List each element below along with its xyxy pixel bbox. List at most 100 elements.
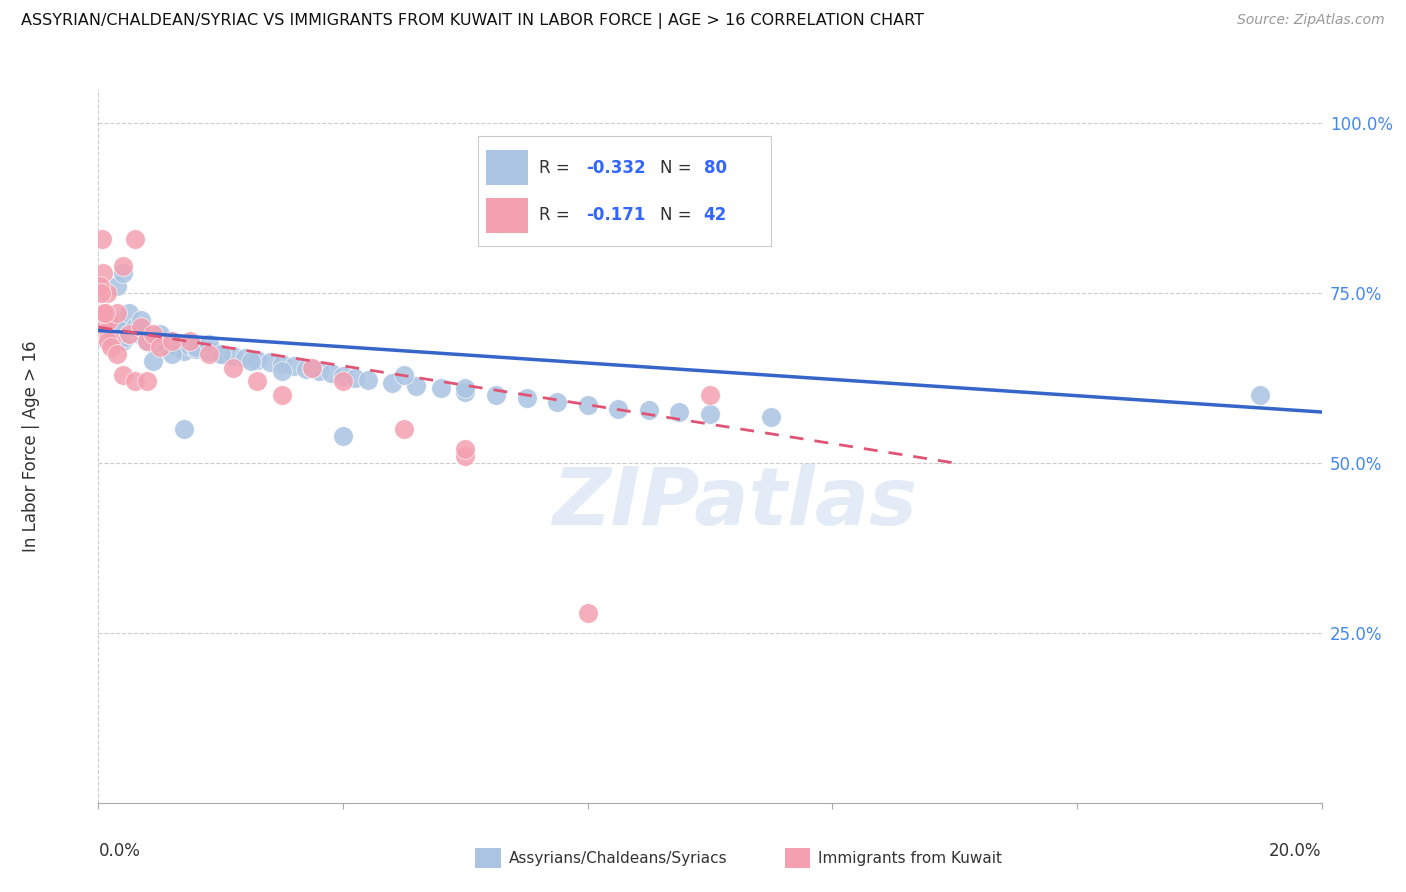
Point	[89, 279, 111, 293]
Point	[454, 449, 477, 463]
Point	[222, 360, 245, 375]
Point	[129, 328, 152, 343]
Point	[179, 339, 201, 353]
Point	[270, 388, 292, 402]
Point	[186, 341, 208, 355]
Point	[173, 343, 195, 358]
Point	[100, 334, 122, 348]
Point	[454, 384, 477, 399]
Point	[94, 326, 117, 340]
Point	[90, 323, 112, 337]
Point	[142, 354, 165, 368]
Point	[149, 326, 172, 341]
Point	[111, 368, 134, 382]
Point	[270, 364, 292, 378]
Point	[240, 354, 263, 368]
Point	[160, 334, 183, 348]
Point	[124, 320, 146, 334]
Point	[381, 376, 404, 390]
Point	[246, 375, 269, 389]
Point	[101, 326, 124, 340]
Point	[222, 349, 245, 363]
Point	[97, 330, 120, 344]
Point	[90, 323, 112, 337]
Point	[392, 422, 416, 436]
Point	[115, 330, 138, 344]
Point	[283, 359, 305, 374]
Point	[105, 313, 128, 327]
Text: Source: ZipAtlas.com: Source: ZipAtlas.com	[1237, 13, 1385, 28]
Point	[607, 401, 630, 416]
Point	[197, 347, 219, 361]
Point	[699, 388, 721, 402]
Point	[118, 326, 141, 341]
Point	[209, 347, 232, 361]
Point	[197, 343, 219, 358]
Point	[259, 355, 281, 369]
Point	[308, 364, 330, 378]
Point	[485, 388, 508, 402]
Point	[454, 442, 477, 457]
Point	[246, 352, 269, 367]
Text: N =: N =	[659, 206, 696, 224]
Point	[105, 279, 128, 293]
Point	[546, 394, 568, 409]
Point	[96, 286, 118, 301]
Point	[91, 328, 114, 343]
Point	[1249, 388, 1271, 402]
Point	[699, 407, 721, 421]
Point	[97, 323, 120, 337]
Point	[89, 330, 111, 344]
Point	[136, 375, 159, 389]
Point	[149, 341, 172, 355]
Point	[94, 306, 117, 320]
Point	[100, 317, 122, 331]
Point	[91, 326, 114, 340]
Point	[197, 337, 219, 351]
Point	[89, 326, 111, 341]
Point	[118, 326, 141, 341]
Point	[108, 323, 131, 337]
Point	[344, 371, 367, 385]
Point	[124, 232, 146, 246]
Text: In Labor Force | Age > 16: In Labor Force | Age > 16	[22, 340, 41, 552]
Point	[105, 306, 128, 320]
Point	[90, 328, 112, 343]
Text: R =: R =	[540, 159, 575, 177]
Point	[129, 320, 152, 334]
Point	[392, 368, 416, 382]
Point	[93, 320, 115, 334]
Point	[142, 326, 165, 341]
Point	[93, 320, 115, 334]
Point	[668, 405, 690, 419]
Point	[93, 306, 115, 320]
Point	[332, 375, 354, 389]
Point	[91, 232, 114, 246]
Point	[637, 403, 661, 417]
Point	[301, 360, 323, 375]
Point	[576, 398, 599, 412]
Point	[167, 341, 190, 355]
Point	[173, 422, 195, 436]
Point	[160, 347, 183, 361]
Point	[124, 375, 146, 389]
Point	[136, 334, 159, 348]
Point	[103, 328, 125, 343]
Text: ZIPatlas: ZIPatlas	[553, 464, 917, 542]
Point	[209, 347, 232, 361]
Point	[90, 286, 112, 301]
Point	[129, 313, 152, 327]
Point	[96, 328, 118, 343]
Text: -0.171: -0.171	[586, 206, 645, 224]
Point	[100, 341, 122, 355]
Point	[295, 362, 318, 376]
Point	[332, 429, 354, 443]
Point	[454, 381, 477, 395]
Text: Immigrants from Kuwait: Immigrants from Kuwait	[818, 851, 1002, 865]
Point	[301, 360, 323, 375]
Point	[270, 358, 292, 372]
Point	[124, 323, 146, 337]
Text: 80: 80	[703, 159, 727, 177]
FancyBboxPatch shape	[486, 150, 527, 186]
Text: Assyrians/Chaldeans/Syriacs: Assyrians/Chaldeans/Syriacs	[509, 851, 727, 865]
